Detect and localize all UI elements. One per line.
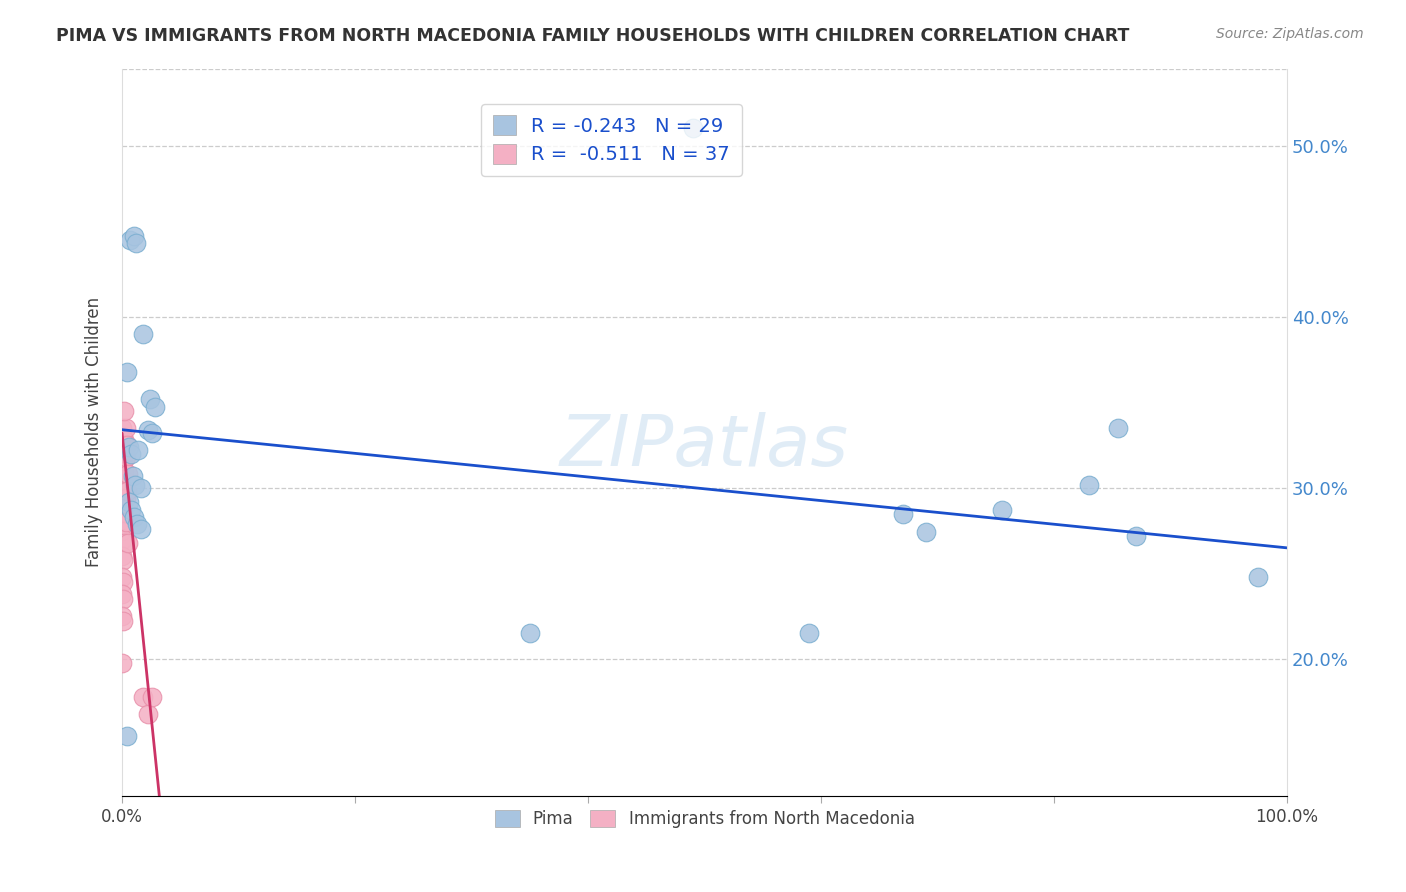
Point [112,575,135,590]
Point [115,729,138,743]
Point [111,524,134,538]
Point [990,503,1012,517]
Point [1107,421,1129,435]
Point [112,615,135,629]
Point [111,587,134,601]
Point [112,515,135,529]
Point [111,450,134,464]
Point [114,515,136,529]
Point [122,229,145,244]
Point [124,477,146,491]
Point [127,516,149,531]
Point [112,592,135,607]
Point [122,510,145,524]
Point [111,501,134,516]
Point [139,392,162,406]
Point [117,535,139,549]
Point [112,481,135,495]
Point [1247,570,1270,584]
Legend: Pima, Immigrants from North Macedonia: Pima, Immigrants from North Macedonia [488,804,921,835]
Text: PIMA VS IMMIGRANTS FROM NORTH MACEDONIA FAMILY HOUSEHOLDS WITH CHILDREN CORRELAT: PIMA VS IMMIGRANTS FROM NORTH MACEDONIA … [56,27,1129,45]
Point [115,365,138,379]
Point [141,426,163,441]
Point [114,438,136,452]
Point [111,570,134,584]
Point [115,484,138,499]
Point [519,626,541,640]
Point [136,423,159,437]
Point [112,507,135,521]
Point [112,535,135,549]
Point [125,236,148,251]
Point [915,525,938,540]
Point [129,522,152,536]
Point [1078,477,1101,491]
Text: Source: ZipAtlas.com: Source: ZipAtlas.com [1216,27,1364,41]
Point [111,421,134,435]
Point [129,481,152,495]
Point [114,421,136,435]
Point [143,401,166,415]
Point [891,507,914,521]
Point [111,609,134,624]
Point [127,443,149,458]
Point [799,626,821,640]
Point [132,326,155,341]
Point [118,440,141,454]
Point [114,450,136,464]
Point [141,690,163,704]
Point [112,533,135,547]
Point [115,438,138,452]
Point [120,447,142,461]
Text: ZIPatlas: ZIPatlas [560,412,849,482]
Point [112,455,135,469]
Point [112,553,135,567]
Point [112,404,135,418]
Point [111,656,134,670]
Point [120,233,142,247]
Point [136,706,159,721]
Point [1125,529,1147,543]
Point [118,494,141,508]
Point [121,469,143,483]
Point [120,503,142,517]
Point [112,433,135,447]
Point [112,429,135,443]
Y-axis label: Family Households with Children: Family Households with Children [86,297,103,567]
Point [112,484,135,499]
Point [132,690,155,704]
Point [682,121,704,136]
Point [117,467,139,482]
Point [111,549,134,564]
Point [114,491,136,506]
Point [112,464,135,478]
Point [111,472,134,486]
